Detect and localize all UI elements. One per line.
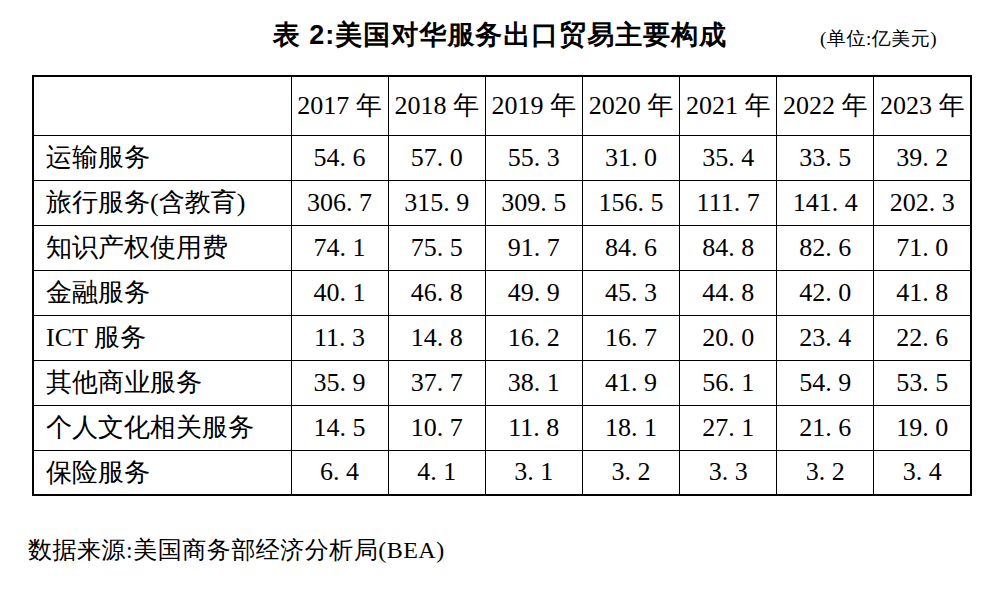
value-cell: 38. 1 (485, 360, 582, 405)
value-cell: 23. 4 (777, 315, 874, 360)
value-cell: 37. 7 (388, 360, 485, 405)
row-label-cell: ICT 服务 (33, 315, 291, 360)
year-header-cell: 2022 年 (777, 76, 874, 135)
source-note: 数据来源:美国商务部经济分析局(BEA) (28, 534, 1000, 566)
row-label-cell: 其他商业服务 (33, 360, 291, 405)
value-cell: 46. 8 (388, 270, 485, 315)
value-cell: 6. 4 (291, 450, 388, 495)
value-cell: 27. 1 (680, 405, 777, 450)
value-cell: 84. 6 (582, 225, 679, 270)
value-cell: 3. 4 (874, 450, 971, 495)
value-cell: 57. 0 (388, 135, 485, 180)
value-cell: 14. 8 (388, 315, 485, 360)
value-cell: 16. 7 (582, 315, 679, 360)
value-cell: 49. 9 (485, 270, 582, 315)
value-cell: 22. 6 (874, 315, 971, 360)
value-cell: 16. 2 (485, 315, 582, 360)
value-cell: 21. 6 (777, 405, 874, 450)
value-cell: 74. 1 (291, 225, 388, 270)
table-row: 运输服务54. 657. 055. 331. 035. 433. 539. 2 (33, 135, 971, 180)
value-cell: 141. 4 (777, 180, 874, 225)
table-row: 金融服务40. 146. 849. 945. 344. 842. 041. 8 (33, 270, 971, 315)
table-row: 其他商业服务35. 937. 738. 141. 956. 154. 953. … (33, 360, 971, 405)
value-cell: 3. 2 (582, 450, 679, 495)
value-cell: 41. 8 (874, 270, 971, 315)
value-cell: 3. 3 (680, 450, 777, 495)
row-label-cell: 运输服务 (33, 135, 291, 180)
value-cell: 53. 5 (874, 360, 971, 405)
value-cell: 156. 5 (582, 180, 679, 225)
row-label-cell: 知识产权使用费 (33, 225, 291, 270)
row-label-cell: 旅行服务(含教育) (33, 180, 291, 225)
year-header-cell: 2017 年 (291, 76, 388, 135)
value-cell: 44. 8 (680, 270, 777, 315)
value-cell: 82. 6 (777, 225, 874, 270)
value-cell: 35. 4 (680, 135, 777, 180)
value-cell: 20. 0 (680, 315, 777, 360)
value-cell: 54. 6 (291, 135, 388, 180)
value-cell: 10. 7 (388, 405, 485, 450)
value-cell: 71. 0 (874, 225, 971, 270)
value-cell: 56. 1 (680, 360, 777, 405)
table-figure: 表 2:美国对华服务出口贸易主要构成 (单位:亿美元) 2017 年2018 年… (0, 0, 1000, 614)
value-cell: 306. 7 (291, 180, 388, 225)
table-header-row: 2017 年2018 年2019 年2020 年2021 年2022 年2023… (33, 76, 971, 135)
value-cell: 33. 5 (777, 135, 874, 180)
value-cell: 11. 8 (485, 405, 582, 450)
year-header-cell: 2018 年 (388, 76, 485, 135)
unit-label: (单位:亿美元) (820, 26, 937, 52)
value-cell: 84. 8 (680, 225, 777, 270)
value-cell: 111. 7 (680, 180, 777, 225)
row-label-cell: 保险服务 (33, 450, 291, 495)
value-cell: 31. 0 (582, 135, 679, 180)
value-cell: 3. 1 (485, 450, 582, 495)
table-row: 保险服务6. 44. 13. 13. 23. 33. 23. 4 (33, 450, 971, 495)
corner-cell (33, 76, 291, 135)
value-cell: 42. 0 (777, 270, 874, 315)
value-cell: 40. 1 (291, 270, 388, 315)
table-row: ICT 服务11. 314. 816. 216. 720. 023. 422. … (33, 315, 971, 360)
table-row: 知识产权使用费74. 175. 591. 784. 684. 882. 671.… (33, 225, 971, 270)
value-cell: 91. 7 (485, 225, 582, 270)
value-cell: 4. 1 (388, 450, 485, 495)
data-table: 2017 年2018 年2019 年2020 年2021 年2022 年2023… (32, 75, 972, 496)
value-cell: 55. 3 (485, 135, 582, 180)
year-header-cell: 2023 年 (874, 76, 971, 135)
table-row: 旅行服务(含教育)306. 7315. 9309. 5156. 5111. 71… (33, 180, 971, 225)
value-cell: 75. 5 (388, 225, 485, 270)
value-cell: 54. 9 (777, 360, 874, 405)
value-cell: 41. 9 (582, 360, 679, 405)
year-header-cell: 2019 年 (485, 76, 582, 135)
row-label-cell: 个人文化相关服务 (33, 405, 291, 450)
table-row: 个人文化相关服务14. 510. 711. 818. 127. 121. 619… (33, 405, 971, 450)
title-row: 表 2:美国对华服务出口贸易主要构成 (单位:亿美元) (0, 0, 1000, 48)
value-cell: 309. 5 (485, 180, 582, 225)
value-cell: 35. 9 (291, 360, 388, 405)
value-cell: 11. 3 (291, 315, 388, 360)
year-header-cell: 2021 年 (680, 76, 777, 135)
value-cell: 315. 9 (388, 180, 485, 225)
row-label-cell: 金融服务 (33, 270, 291, 315)
year-header-cell: 2020 年 (582, 76, 679, 135)
value-cell: 18. 1 (582, 405, 679, 450)
value-cell: 14. 5 (291, 405, 388, 450)
value-cell: 202. 3 (874, 180, 971, 225)
value-cell: 39. 2 (874, 135, 971, 180)
value-cell: 45. 3 (582, 270, 679, 315)
value-cell: 3. 2 (777, 450, 874, 495)
value-cell: 19. 0 (874, 405, 971, 450)
